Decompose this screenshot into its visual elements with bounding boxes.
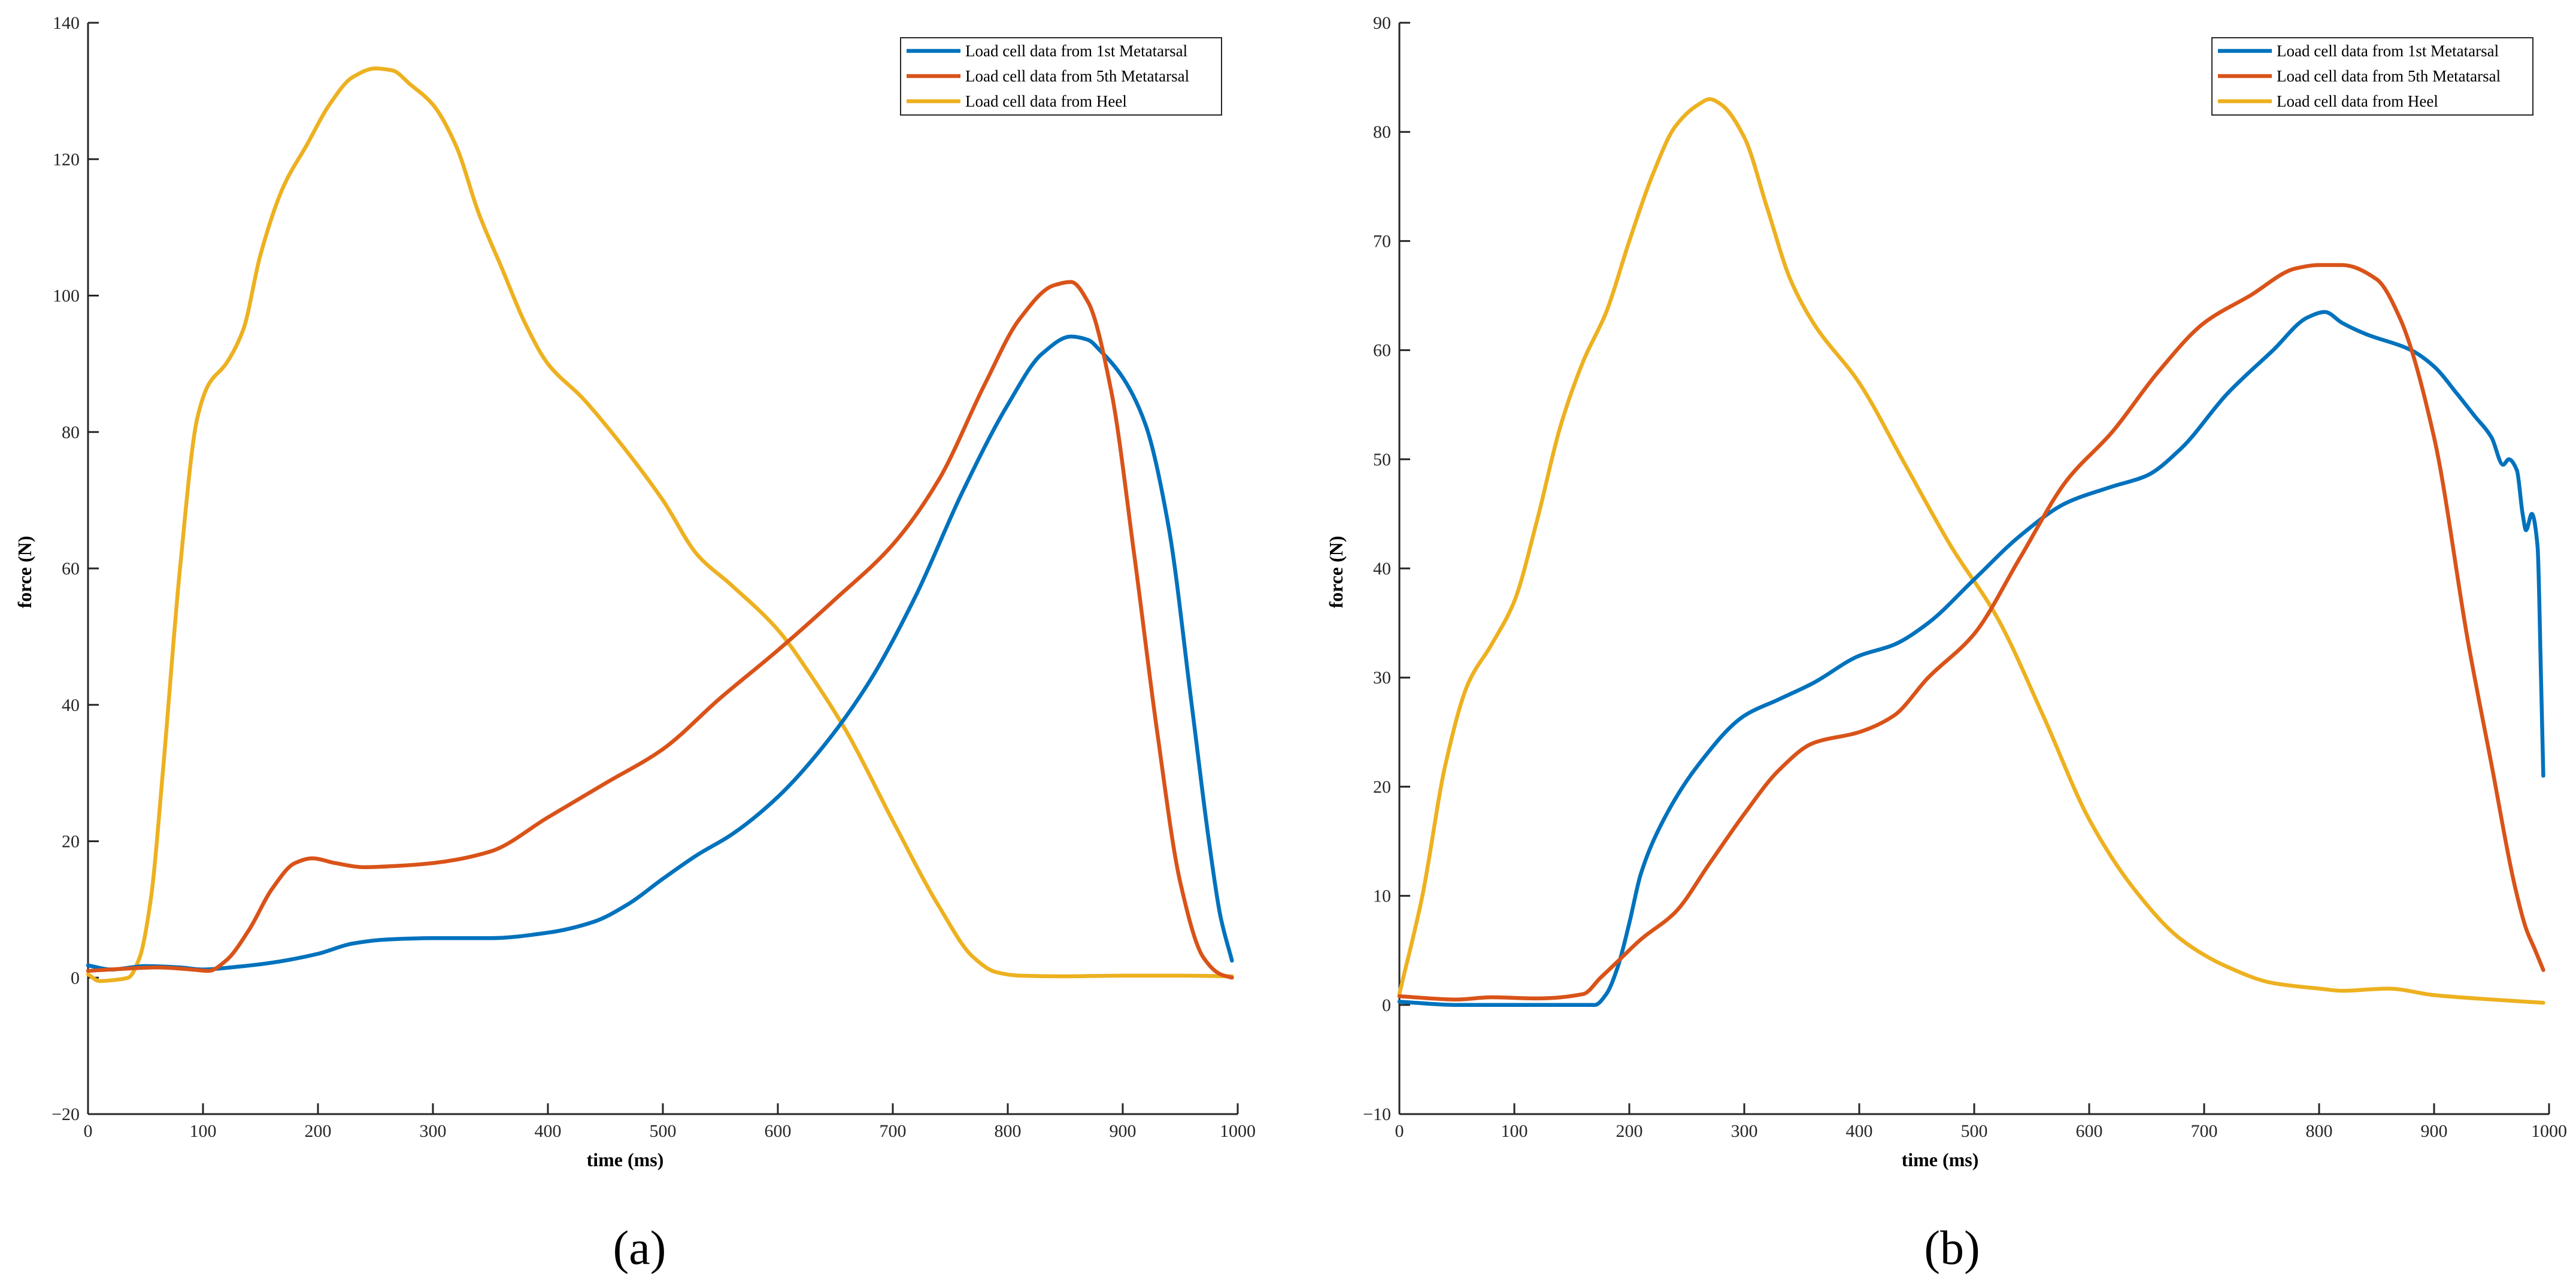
y-tick-label-b-1: 0: [1382, 995, 1391, 1015]
y-tick-label-a-5: 80: [62, 422, 80, 442]
panel-label-b: (b): [1924, 1222, 1980, 1275]
x-tick-label-a-6: 600: [765, 1121, 792, 1141]
y-tick-label-b-4: 30: [1373, 668, 1391, 688]
x-tick-label-b-1: 100: [1501, 1121, 1528, 1141]
y-tick-label-a-4: 60: [62, 559, 80, 579]
x-tick-label-b-6: 600: [2076, 1121, 2103, 1141]
x-tick-label-a-5: 500: [650, 1121, 677, 1141]
legend-label-b-0: Load cell data from 1st Metatarsal: [2277, 42, 2499, 60]
series-line-a-2: [86, 66, 1234, 984]
legend-label-b-2: Load cell data from Heel: [2277, 92, 2438, 110]
y-axis-title-b: force (N): [1325, 535, 1347, 608]
y-tick-label-b-9: 80: [1373, 122, 1391, 142]
y-tick-label-a-6: 100: [53, 286, 80, 306]
legend-b: Load cell data from 1st Metatarsal Load …: [2211, 37, 2533, 116]
x-axis-title-a: time (ms): [587, 1149, 664, 1170]
legend-label-b-1: Load cell data from 5th Metatarsal: [2277, 67, 2501, 85]
y-tick-label-b-0: −10: [1363, 1105, 1391, 1124]
x-tick-label-a-8: 800: [995, 1121, 1022, 1141]
series-line-b-0: [1397, 310, 2545, 1007]
y-axis-title-a: force (N): [14, 535, 35, 608]
y-tick-label-b-2: 10: [1373, 886, 1391, 906]
chart-panel-b: 0 100 200 300 400 500 600 700 800 900 1000−1001020…: [1325, 13, 2567, 1275]
x-tick-label-a-0: 0: [84, 1121, 93, 1141]
legend-label-a-2: Load cell data from Heel: [965, 92, 1127, 110]
y-tick-label-b-8: 70: [1373, 231, 1391, 251]
series-line-a-1: [86, 280, 1234, 980]
x-tick-label-a-3: 300: [420, 1121, 447, 1141]
x-axis-title-b: time (ms): [1902, 1149, 1979, 1170]
y-tick-label-b-5: 40: [1373, 559, 1391, 579]
x-tick-label-a-10: 1000: [1220, 1121, 1256, 1141]
x-tick-label-a-9: 900: [1110, 1121, 1137, 1141]
x-tick-label-a-7: 700: [880, 1121, 907, 1141]
x-tick-label-b-4: 400: [1846, 1121, 1873, 1141]
x-tick-label-a-2: 200: [305, 1121, 332, 1141]
plot-area-b: 0 100 200 300 400 500 600 700 800 900 1000−1001020…: [1363, 13, 2567, 1141]
series-line-b-1: [1397, 263, 2545, 1001]
y-tick-label-b-3: 20: [1373, 777, 1391, 797]
plot-area-a: 0 100 200 300 400 500 600 700 800 900 1000−2002040…: [51, 13, 1256, 1141]
x-tick-label-b-10: 1000: [2531, 1121, 2567, 1141]
x-tick-label-b-5: 500: [1961, 1121, 1988, 1141]
x-tick-label-a-1: 100: [190, 1121, 217, 1141]
y-tick-label-a-1: 0: [71, 968, 80, 988]
x-tick-label-b-3: 300: [1731, 1121, 1758, 1141]
panel-label-a: (a): [613, 1222, 666, 1275]
y-tick-label-b-10: 90: [1373, 13, 1391, 33]
x-tick-label-a-4: 400: [535, 1121, 562, 1141]
x-tick-label-b-8: 800: [2306, 1121, 2333, 1141]
x-tick-label-b-0: 0: [1395, 1121, 1404, 1141]
x-tick-label-b-2: 200: [1616, 1121, 1643, 1141]
x-tick-label-b-9: 900: [2421, 1121, 2448, 1141]
legend-a: Load cell data from 1st Metatarsal Load …: [900, 37, 1222, 116]
x-tick-label-b-7: 700: [2191, 1121, 2218, 1141]
y-tick-label-a-7: 120: [53, 150, 80, 170]
y-tick-label-a-8: 140: [53, 13, 80, 33]
chart-panel-a: 0 100 200 300 400 500 600 700 800 900 1000−2002040…: [14, 13, 1256, 1275]
y-tick-label-b-6: 50: [1373, 450, 1391, 470]
y-tick-label-a-2: 20: [62, 832, 80, 852]
legend-label-a-1: Load cell data from 5th Metatarsal: [965, 67, 1189, 85]
series-line-b-2: [1397, 97, 2545, 1005]
legend-label-a-0: Load cell data from 1st Metatarsal: [965, 42, 1187, 60]
y-tick-label-b-7: 60: [1373, 341, 1391, 361]
y-tick-label-a-0: −20: [51, 1105, 80, 1124]
series-line-a-0: [86, 334, 1234, 972]
y-tick-label-a-3: 40: [62, 695, 80, 715]
